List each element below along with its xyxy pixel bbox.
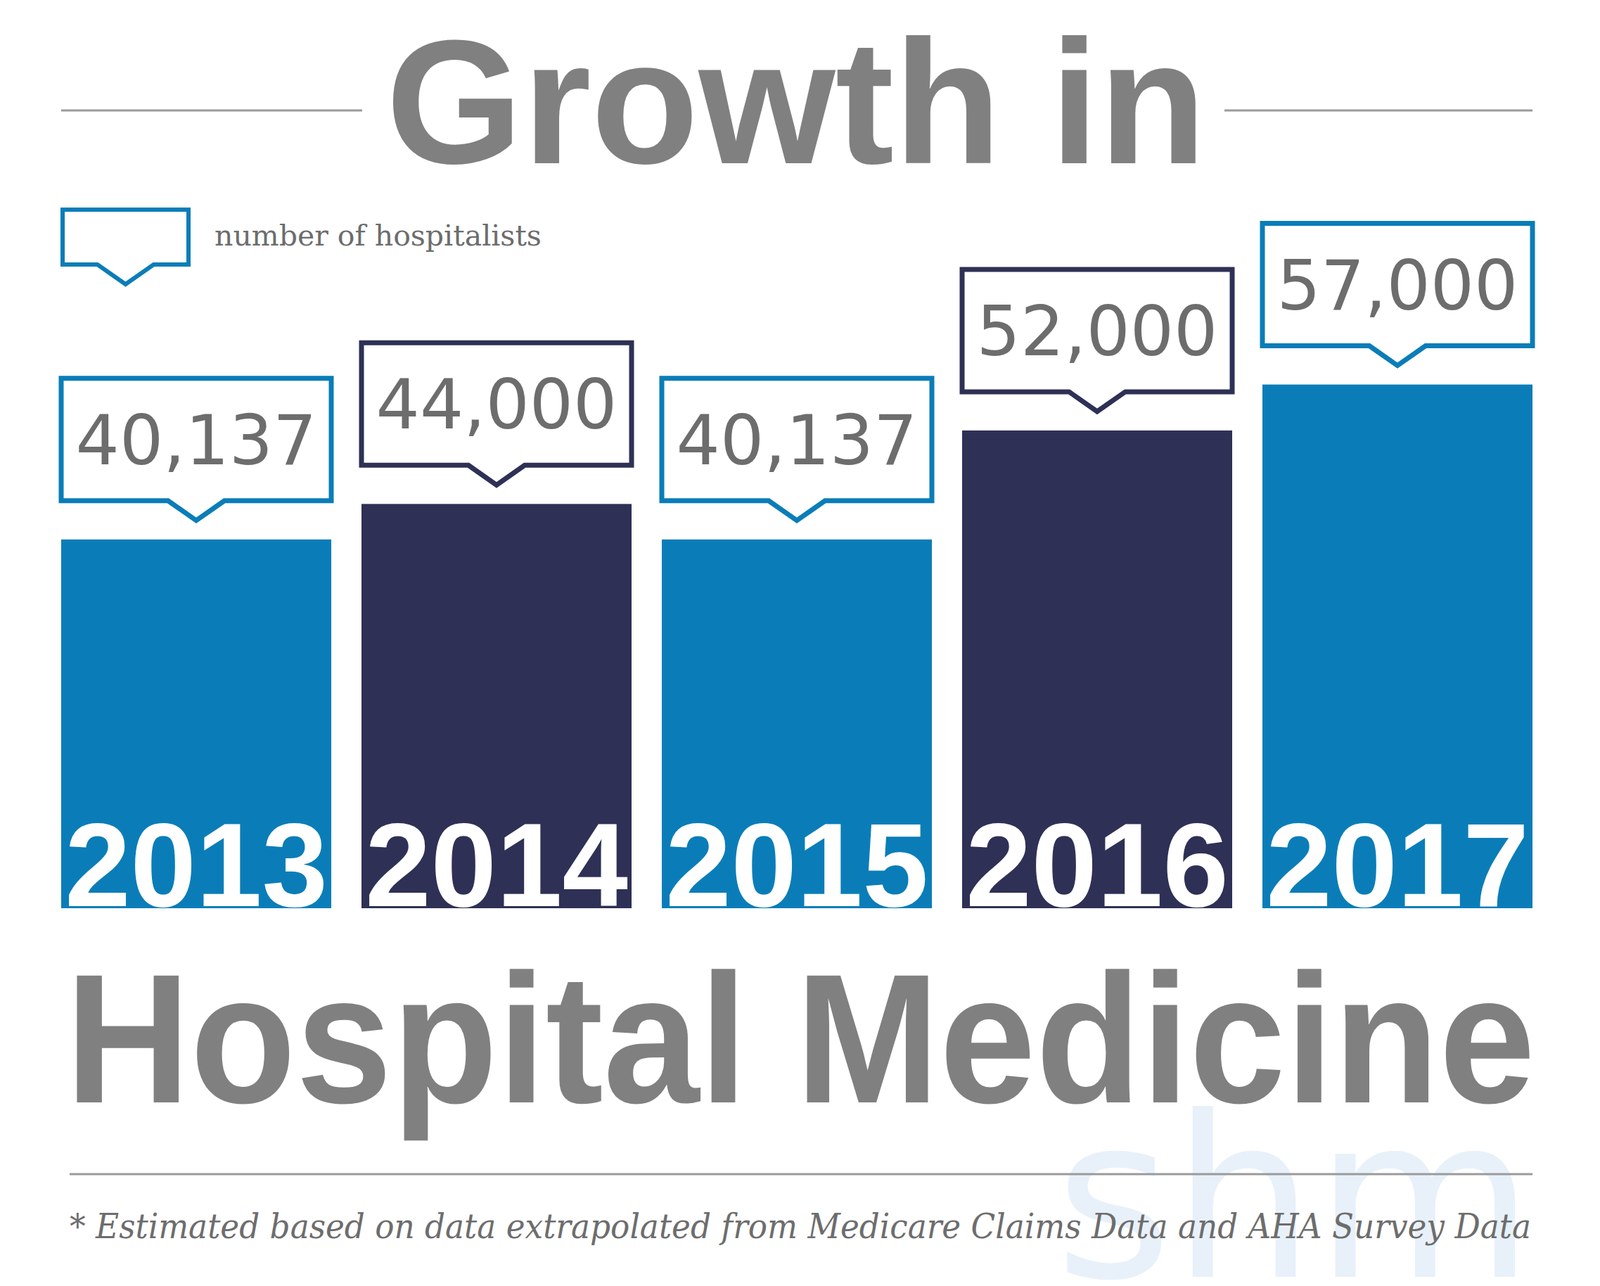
data-label-box	[61, 378, 332, 521]
data-label-box	[1262, 223, 1533, 366]
data-label-box	[361, 342, 632, 485]
category-label: 2017	[1265, 798, 1529, 932]
footnote: * Estimated based on data extrapolated f…	[69, 1206, 1532, 1246]
footer-rule	[69, 1173, 1533, 1176]
category-label: 2013	[64, 798, 328, 932]
data-label: 57,000	[1277, 245, 1519, 326]
data-label: 52,000	[976, 291, 1219, 372]
data-label-box	[962, 269, 1233, 412]
chart: shmGrowth innumber of hospitalists201340…	[0, 0, 1600, 1286]
data-label-box	[661, 378, 932, 521]
category-label: 2015	[665, 798, 929, 932]
legend-label: number of hospitalists	[214, 218, 542, 253]
title-rule	[61, 109, 363, 112]
legend-swatch	[62, 209, 189, 285]
title: Growth in	[386, 4, 1207, 201]
title-bottom: Hospital Medicine	[65, 935, 1536, 1143]
data-label: 40,137	[75, 400, 318, 481]
chart-root: shmGrowth innumber of hospitalists201340…	[0, 0, 1600, 1286]
category-label: 2014	[365, 798, 629, 932]
data-label: 44,000	[376, 364, 618, 445]
category-label: 2016	[965, 798, 1229, 932]
data-label: 40,137	[676, 400, 918, 481]
title-rule	[1224, 109, 1533, 112]
